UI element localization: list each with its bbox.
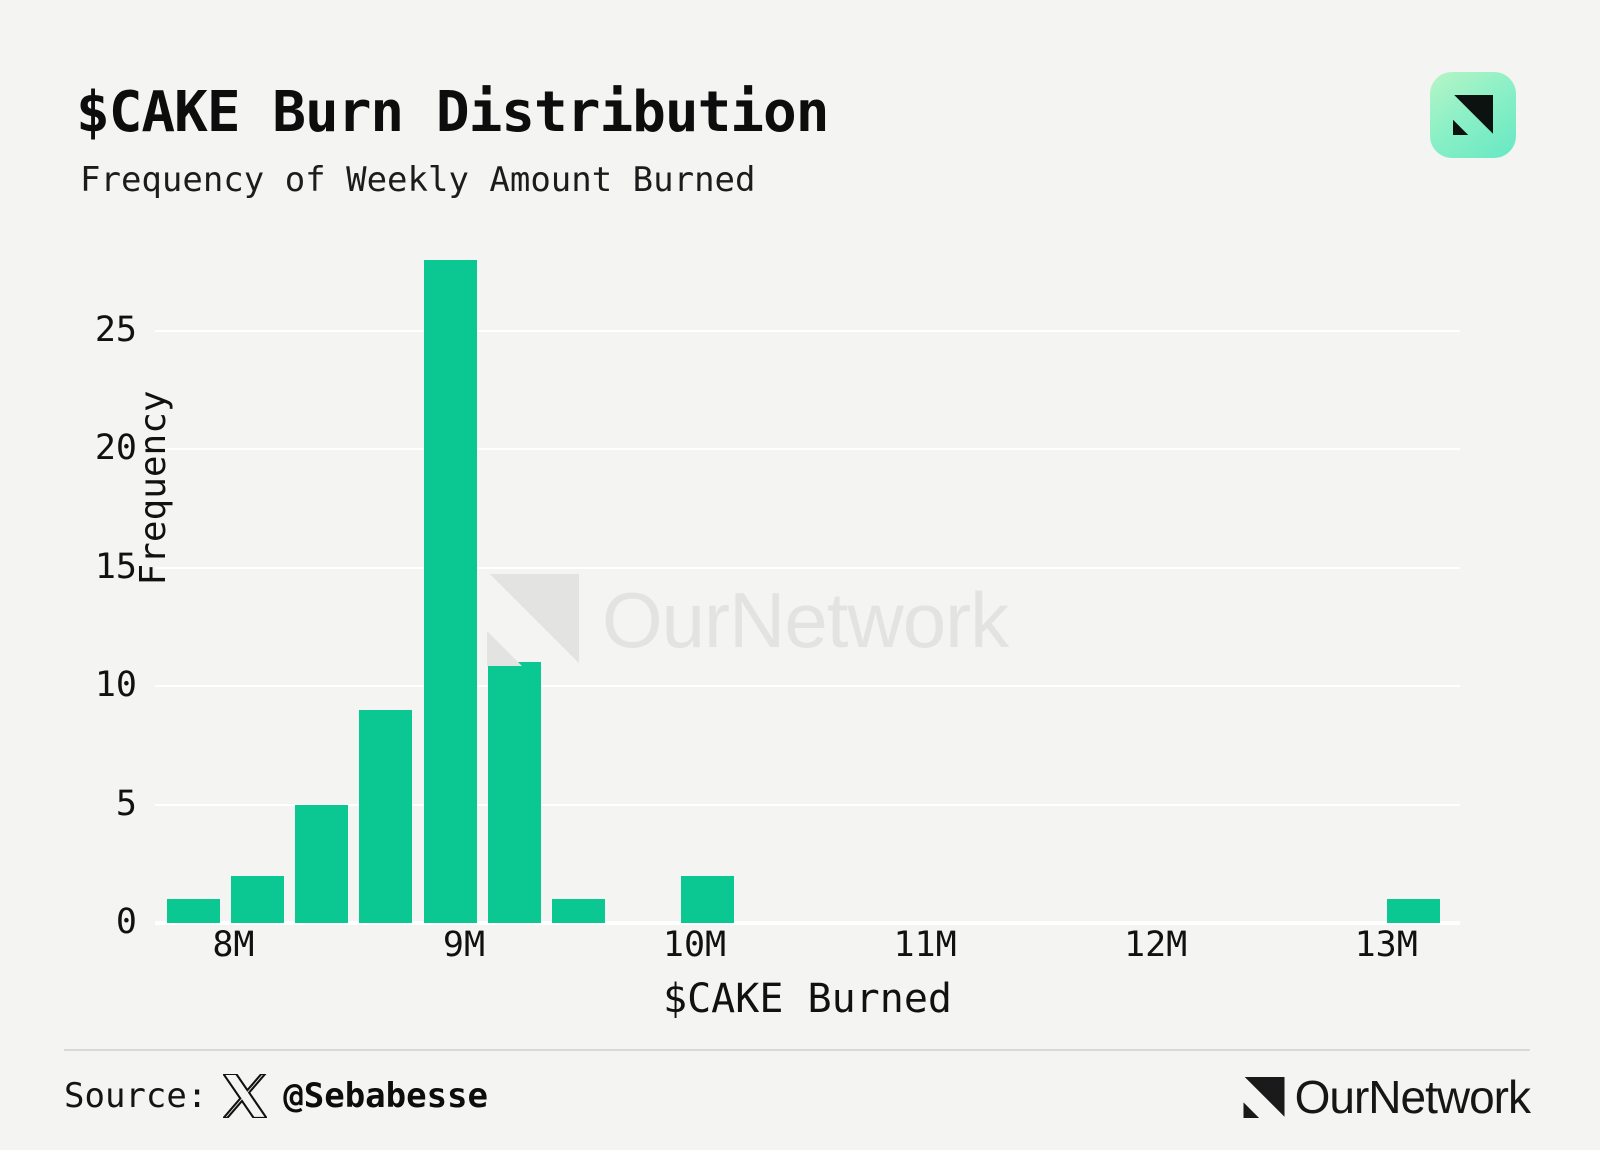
gridline-y-20 <box>155 448 1460 451</box>
ournetwork-mark-icon <box>1243 1076 1285 1118</box>
histogram-bar <box>680 875 734 923</box>
histogram-bar <box>295 804 349 923</box>
histogram-bar <box>552 899 606 923</box>
x-axis-line <box>155 921 1460 925</box>
chart-subtitle: Frequency of Weekly Amount Burned <box>80 160 756 200</box>
plot-area <box>155 255 1460 925</box>
histogram-bar <box>1386 899 1440 923</box>
y-tick-label-0: 0 <box>115 902 137 942</box>
source-handle: @Sebabesse <box>283 1076 488 1116</box>
gridline-y-25 <box>155 329 1460 332</box>
y-tick-label-25: 25 <box>94 309 137 350</box>
y-tick-label-10: 10 <box>94 665 137 706</box>
ournetwork-app-icon <box>1430 72 1516 158</box>
x-tick-label-9M: 9M <box>442 925 486 965</box>
x-tick-label-8M: 8M <box>212 925 255 965</box>
x-tick-label-12M: 12M <box>1124 925 1188 965</box>
y-axis-title: Frequency <box>133 390 175 586</box>
y-tick-label-15: 15 <box>94 546 137 587</box>
histogram-bar <box>487 662 541 923</box>
source-attribution: Source: @Sebabesse <box>64 1072 488 1120</box>
brand-name: OurNetwork <box>1294 1071 1531 1123</box>
source-label: Source: <box>64 1076 208 1116</box>
y-tick-label-20: 20 <box>94 428 137 469</box>
x-twitter-icon <box>223 1074 268 1118</box>
x-tick-label-10M: 10M <box>662 925 727 965</box>
histogram-bar <box>359 709 413 923</box>
brand-logo: OurNetwork <box>1243 1071 1531 1123</box>
x-tick-label-11M: 11M <box>893 925 957 965</box>
gridline-y-15 <box>155 566 1460 569</box>
chart-title: $CAKE Burn Distribution <box>76 80 829 145</box>
footer-divider <box>64 1049 1530 1051</box>
histogram-bar <box>166 899 220 923</box>
gridline-y-10 <box>155 685 1460 688</box>
histogram-bar <box>231 875 285 923</box>
x-axis-title: $CAKE Burned <box>663 976 952 1022</box>
y-tick-label-5: 5 <box>115 783 137 824</box>
gridline-y-5 <box>155 803 1460 806</box>
histogram-bar <box>423 259 477 923</box>
ournetwork-mark-icon <box>1453 95 1493 135</box>
x-tick-label-13M: 13M <box>1354 925 1418 965</box>
